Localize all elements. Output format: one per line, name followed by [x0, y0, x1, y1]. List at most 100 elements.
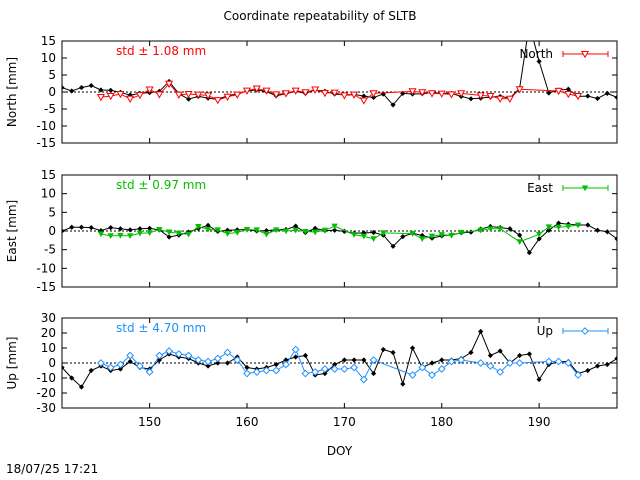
data-point: [496, 226, 504, 232]
data-point: [535, 231, 543, 238]
data-point: [594, 95, 601, 102]
data-point: [136, 230, 144, 237]
data-point: [117, 366, 124, 372]
data-point: [457, 90, 466, 98]
data-point: [156, 357, 162, 363]
data-point: [487, 352, 494, 359]
series-line-east: [100, 224, 579, 243]
data-point: [437, 90, 446, 98]
y-tick-label: 10: [41, 187, 56, 201]
data-point: [311, 86, 320, 94]
data-point: [243, 369, 251, 378]
data-point: [527, 21, 532, 26]
data-point: [361, 93, 367, 99]
data-point: [78, 224, 85, 230]
data-point: [447, 357, 456, 366]
y-tick-label: -10: [36, 119, 56, 133]
data-point: [554, 87, 563, 96]
data-point: [614, 94, 617, 101]
series-line-raw: [62, 330, 617, 388]
legend-marker: [581, 327, 589, 335]
data-point: [555, 220, 562, 226]
data-point: [517, 232, 523, 238]
data-point: [468, 229, 474, 235]
data-point: [486, 362, 495, 370]
data-point: [418, 89, 427, 97]
legend-marker: [580, 50, 590, 59]
data-point: [400, 234, 406, 240]
data-point: [614, 355, 617, 362]
data-point: [273, 361, 279, 368]
data-point: [204, 92, 213, 100]
data-point: [262, 87, 271, 95]
data-point: [332, 227, 338, 233]
data-point: [252, 368, 261, 376]
data-point: [194, 356, 203, 364]
data-point: [350, 91, 359, 99]
plot-frame: [61, 317, 618, 409]
data-point: [291, 345, 300, 354]
data-point: [594, 363, 601, 369]
data-point: [282, 360, 290, 369]
std-label: std ± 0.97 mm: [116, 178, 206, 192]
data-point: [408, 371, 417, 379]
data-point: [418, 363, 427, 372]
data-point: [252, 85, 261, 93]
data-point: [291, 87, 300, 95]
data-point: [544, 357, 553, 366]
y-tick-label: 10: [41, 341, 56, 355]
y-tick-label: -15: [36, 136, 56, 150]
data-point: [476, 359, 485, 367]
data-point: [554, 357, 563, 366]
data-point: [614, 236, 617, 242]
plot-frame: [61, 40, 618, 144]
data-point: [108, 225, 114, 231]
data-point: [486, 93, 495, 101]
data-point: [69, 375, 75, 381]
data-point: [360, 233, 368, 240]
data-point: [565, 86, 571, 92]
data-point: [145, 368, 154, 376]
data-point: [244, 364, 250, 371]
data-point: [359, 375, 368, 384]
data-point: [204, 226, 212, 233]
data-point: [526, 351, 532, 357]
data-point: [574, 371, 582, 379]
series-line-raw: [62, 222, 617, 254]
data-point: [585, 93, 591, 99]
data-point: [320, 365, 329, 373]
data-point: [301, 89, 310, 97]
data-point: [370, 229, 377, 236]
data-point: [515, 359, 524, 367]
data-point: [283, 357, 289, 363]
data-point: [369, 356, 378, 364]
data-point: [536, 58, 542, 64]
data-point: [292, 227, 299, 234]
legend-label: East: [527, 181, 553, 195]
y-tick-label: 5: [48, 205, 56, 219]
data-point: [321, 227, 329, 234]
series-group: [62, 220, 617, 256]
data-point: [447, 91, 456, 99]
panel-north: [61, 21, 618, 144]
data-point: [380, 230, 387, 237]
data-point: [302, 352, 309, 359]
data-point: [437, 365, 446, 373]
data-point: [427, 90, 437, 98]
data-point: [350, 363, 359, 372]
data-point: [496, 368, 505, 376]
series-group: [62, 328, 617, 390]
y-tick-label: -10: [36, 261, 56, 275]
data-point: [370, 236, 377, 243]
series-line-raw: [62, 41, 617, 106]
data-point: [419, 232, 425, 239]
data-point: [517, 352, 523, 359]
legend-marker: [581, 185, 589, 192]
data-point: [205, 363, 211, 369]
data-point: [156, 226, 163, 233]
y-tick-label: 0: [48, 85, 56, 99]
data-point: [293, 354, 299, 360]
data-point: [223, 93, 232, 101]
data-point: [340, 92, 349, 100]
data-point: [331, 223, 338, 230]
